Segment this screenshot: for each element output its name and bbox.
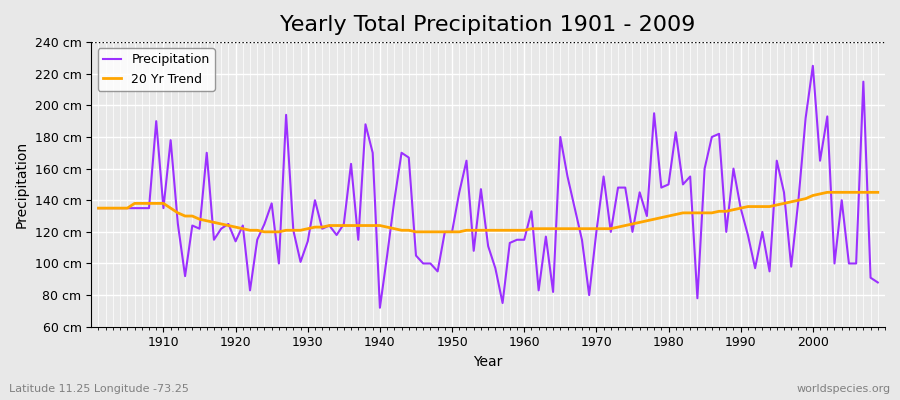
20 Yr Trend (526, 226, 536, 231)
20 Yr Trend (93, 206, 104, 210)
Line: Precipitation: Precipitation (98, 66, 878, 308)
20 Yr Trend (360, 223, 371, 228)
20 Yr Trend (613, 225, 624, 230)
20 Yr Trend (259, 230, 270, 234)
Precipitation (374, 305, 385, 310)
Precipitation (93, 206, 104, 210)
20 Yr Trend (822, 190, 832, 195)
20 Yr Trend (518, 228, 529, 233)
Title: Yearly Total Precipitation 1901 - 2009: Yearly Total Precipitation 1901 - 2009 (281, 15, 696, 35)
20 Yr Trend (872, 190, 883, 195)
Line: 20 Yr Trend: 20 Yr Trend (98, 192, 878, 232)
Text: Latitude 11.25 Longitude -73.25: Latitude 11.25 Longitude -73.25 (9, 384, 189, 394)
Precipitation (151, 119, 162, 124)
Precipitation (518, 237, 529, 242)
Precipitation (613, 185, 624, 190)
Precipitation (872, 280, 883, 285)
Legend: Precipitation, 20 Yr Trend: Precipitation, 20 Yr Trend (97, 48, 214, 91)
Precipitation (526, 209, 536, 214)
Precipitation (353, 237, 364, 242)
20 Yr Trend (151, 201, 162, 206)
Precipitation (310, 198, 320, 203)
Text: worldspecies.org: worldspecies.org (796, 384, 891, 394)
X-axis label: Year: Year (473, 355, 503, 369)
Precipitation (807, 64, 818, 68)
20 Yr Trend (317, 225, 328, 230)
Y-axis label: Precipitation: Precipitation (15, 141, 29, 228)
